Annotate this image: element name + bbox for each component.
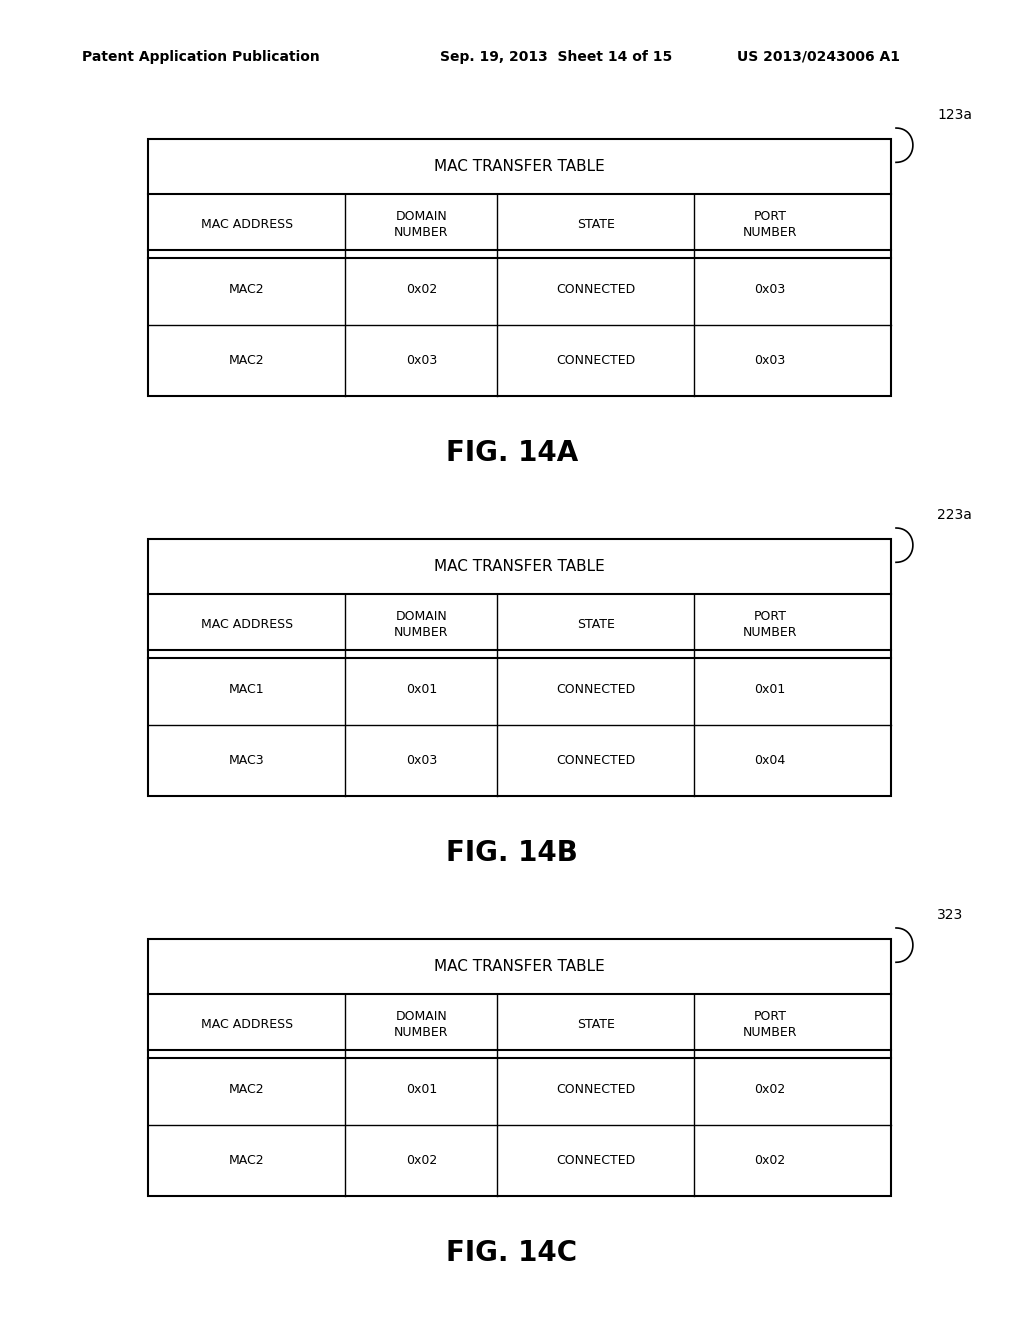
Text: Sep. 19, 2013  Sheet 14 of 15: Sep. 19, 2013 Sheet 14 of 15 <box>440 50 673 63</box>
Text: DOMAIN
NUMBER: DOMAIN NUMBER <box>394 210 449 239</box>
Text: FIG. 14C: FIG. 14C <box>446 1238 578 1267</box>
Bar <box>148 939 891 1196</box>
Text: 0x02: 0x02 <box>755 1154 785 1167</box>
Text: MAC ADDRESS: MAC ADDRESS <box>201 1018 293 1031</box>
Text: STATE: STATE <box>577 1018 614 1031</box>
Text: CONNECTED: CONNECTED <box>556 284 636 296</box>
Text: MAC2: MAC2 <box>229 284 264 296</box>
Bar <box>148 539 891 796</box>
Text: US 2013/0243006 A1: US 2013/0243006 A1 <box>737 50 900 63</box>
Text: 323: 323 <box>937 908 964 921</box>
Text: FIG. 14A: FIG. 14A <box>445 438 579 467</box>
Text: MAC2: MAC2 <box>229 1154 264 1167</box>
Text: Patent Application Publication: Patent Application Publication <box>82 50 319 63</box>
Text: PORT
NUMBER: PORT NUMBER <box>743 210 798 239</box>
Text: DOMAIN
NUMBER: DOMAIN NUMBER <box>394 1010 449 1039</box>
Text: FIG. 14B: FIG. 14B <box>446 838 578 867</box>
Text: MAC TRANSFER TABLE: MAC TRANSFER TABLE <box>434 958 605 974</box>
Text: STATE: STATE <box>577 218 614 231</box>
Text: MAC ADDRESS: MAC ADDRESS <box>201 618 293 631</box>
Text: MAC1: MAC1 <box>229 684 264 696</box>
Text: CONNECTED: CONNECTED <box>556 754 636 767</box>
Text: PORT
NUMBER: PORT NUMBER <box>743 1010 798 1039</box>
Text: MAC2: MAC2 <box>229 1084 264 1096</box>
Text: 0x02: 0x02 <box>406 284 437 296</box>
Text: 0x01: 0x01 <box>406 684 437 696</box>
Text: MAC3: MAC3 <box>229 754 264 767</box>
Text: 0x01: 0x01 <box>755 684 785 696</box>
Text: MAC ADDRESS: MAC ADDRESS <box>201 218 293 231</box>
Text: 0x01: 0x01 <box>406 1084 437 1096</box>
Text: CONNECTED: CONNECTED <box>556 354 636 367</box>
Text: CONNECTED: CONNECTED <box>556 1154 636 1167</box>
Text: MAC2: MAC2 <box>229 354 264 367</box>
Text: 0x04: 0x04 <box>755 754 785 767</box>
Text: PORT
NUMBER: PORT NUMBER <box>743 610 798 639</box>
Text: CONNECTED: CONNECTED <box>556 684 636 696</box>
Text: 0x03: 0x03 <box>755 354 785 367</box>
Text: CONNECTED: CONNECTED <box>556 1084 636 1096</box>
Text: 123a: 123a <box>937 108 972 121</box>
Text: STATE: STATE <box>577 618 614 631</box>
Bar <box>148 139 891 396</box>
Text: 0x02: 0x02 <box>406 1154 437 1167</box>
Text: MAC TRANSFER TABLE: MAC TRANSFER TABLE <box>434 558 605 574</box>
Text: 223a: 223a <box>937 508 972 521</box>
Text: 0x03: 0x03 <box>406 754 437 767</box>
Text: 0x03: 0x03 <box>406 354 437 367</box>
Text: 0x02: 0x02 <box>755 1084 785 1096</box>
Text: MAC TRANSFER TABLE: MAC TRANSFER TABLE <box>434 158 605 174</box>
Text: DOMAIN
NUMBER: DOMAIN NUMBER <box>394 610 449 639</box>
Text: 0x03: 0x03 <box>755 284 785 296</box>
